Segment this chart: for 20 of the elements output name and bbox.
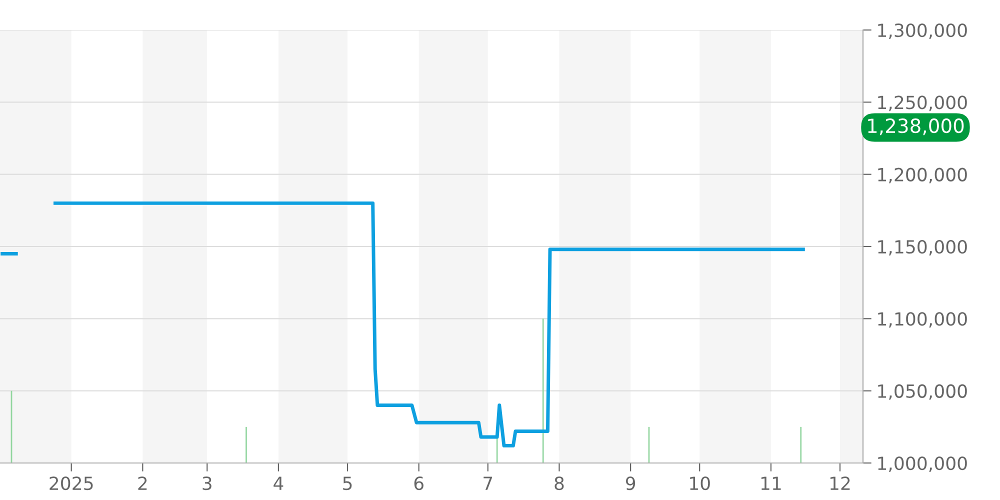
x-tick-label: 8 [554,476,564,490]
text: 1,238,000 [868,118,964,136]
x-tick-label: 6 [414,476,424,490]
x-tick-label: 4 [274,476,284,490]
x-tick-label: 10 [690,476,710,490]
x-tick-label: 9 [626,476,636,490]
y-tick-label: 1,300,000 [878,23,967,39]
x-tick-label: 2 [138,476,147,490]
x-tick-label: 7 [484,476,492,490]
x-tick-label: 3 [202,476,212,490]
y-tick-label: 1,200,000 [878,168,967,184]
y-tick-label: 1,150,000 [878,240,967,256]
x-tick-label: 12 [830,476,850,490]
y-tick-label: 1,000,000 [878,456,967,472]
x-tick-label: 5 [343,476,352,490]
y-tick-label: 1,100,000 [878,312,967,328]
y-tick-label: 1,050,000 [878,384,967,400]
x-tick-label: 11 [761,476,781,490]
y-tick-label: 1,250,000 [878,96,967,112]
x-tick-label: 2025 [50,476,93,490]
